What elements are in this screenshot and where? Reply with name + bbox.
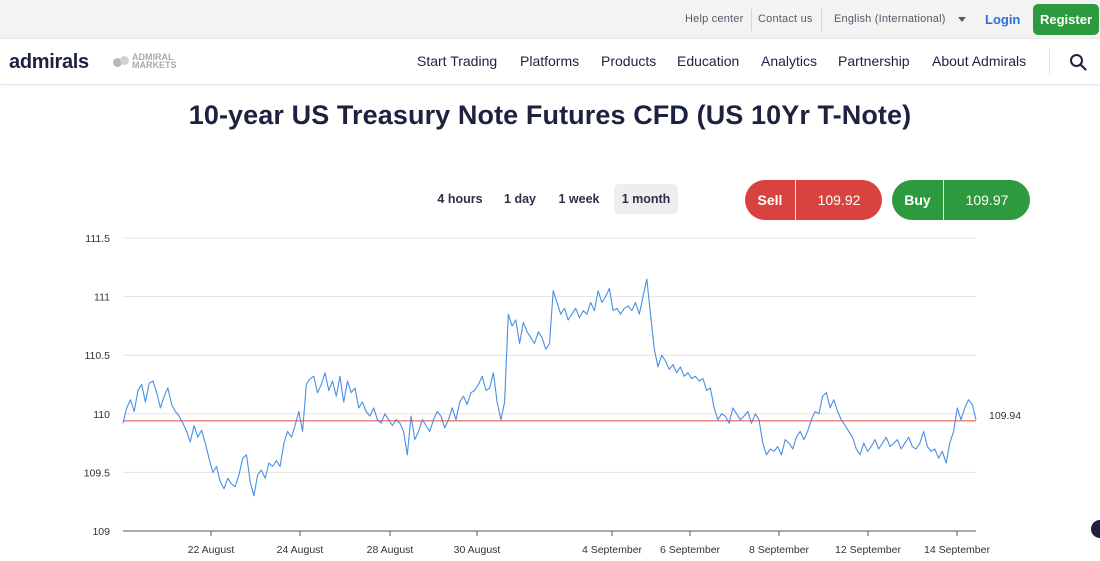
y-tick-label: 109.5 [84, 467, 110, 479]
divider [821, 9, 822, 31]
main-navigation: admirals ADMIRAL MARKETS Start Trading P… [0, 39, 1100, 85]
divider [751, 9, 752, 31]
price-chart[interactable]: 111.5 111 110.5 110 109.5 109 22 August 24 Augu… [0, 225, 1100, 561]
nav-item-products[interactable]: Products [601, 53, 657, 69]
y-tick-label: 111.5 [85, 233, 110, 245]
x-tick-label: 8 September [749, 544, 810, 556]
y-tick-label: 111 [94, 292, 110, 304]
nav-item-platforms[interactable]: Platforms [520, 53, 580, 69]
range-tab-1-week[interactable]: 1 week [558, 192, 600, 206]
x-tick-label: 6 September [660, 544, 721, 556]
nav-item-about-admirals[interactable]: About Admirals [932, 53, 1027, 69]
chevron-down-icon[interactable] [958, 17, 966, 22]
x-tick-label: 12 September [835, 544, 901, 556]
buy-label: Buy [892, 180, 944, 220]
help-center-link[interactable]: Help center [685, 13, 744, 25]
divider [1049, 49, 1050, 75]
x-tick-label: 14 September [924, 544, 990, 556]
buy-button[interactable]: Buy 109.97 [892, 180, 1030, 220]
x-tick-label: 22 August [188, 544, 235, 556]
admiral-markets-logo-text: ADMIRAL MARKETS [132, 52, 177, 70]
x-tick-label: 28 August [367, 544, 414, 556]
sell-label: Sell [745, 180, 796, 220]
y-tick-label: 110.5 [85, 350, 111, 362]
login-link[interactable]: Login [985, 12, 1021, 27]
nav-item-education[interactable]: Education [677, 53, 740, 69]
x-tick-label: 30 August [454, 544, 501, 556]
y-tick-label: 109 [92, 526, 110, 538]
admirals-logo[interactable]: admirals [9, 51, 89, 73]
sell-button[interactable]: Sell 109.92 [745, 180, 882, 220]
nav-item-analytics[interactable]: Analytics [761, 53, 818, 69]
buy-price: 109.97 [965, 192, 1009, 208]
nav-item-start-trading[interactable]: Start Trading [417, 53, 498, 69]
top-utility-bar: Help center Contact us English (Internat… [0, 0, 1100, 39]
language-selector[interactable]: English (International) [834, 13, 946, 25]
range-tab-4-hours[interactable]: 4 hours [437, 192, 483, 206]
register-button[interactable]: Register [1033, 4, 1099, 35]
page-title: 10-year US Treasury Note Futures CFD (US… [188, 100, 912, 130]
range-tab-1-day[interactable]: 1 day [504, 192, 536, 206]
x-tick-label: 4 September [582, 544, 643, 556]
range-tab-1-month[interactable]: 1 month [614, 184, 678, 214]
chat-widget-button[interactable] [1091, 520, 1100, 538]
current-price-label: 109.94 [989, 410, 1021, 422]
price-series-line [122, 278, 977, 497]
search-icon[interactable] [1069, 53, 1087, 71]
y-tick-label: 110 [93, 409, 110, 421]
x-tick-label: 24 August [277, 544, 324, 556]
nav-item-partnership[interactable]: Partnership [838, 53, 910, 69]
sell-price: 109.92 [817, 192, 861, 208]
contact-us-link[interactable]: Contact us [758, 13, 813, 25]
